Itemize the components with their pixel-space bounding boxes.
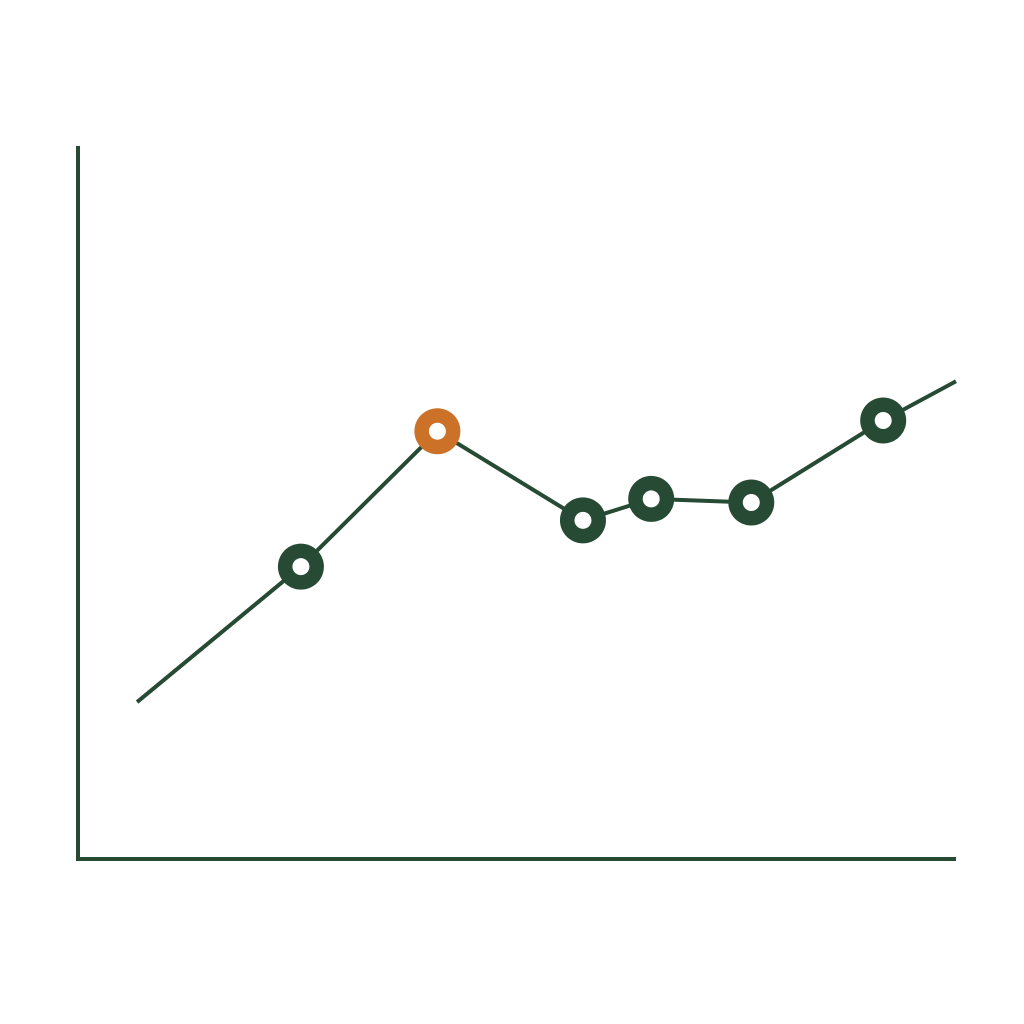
data-point-marker <box>860 397 907 444</box>
data-point-marker <box>628 475 675 522</box>
data-point-marker <box>559 497 606 544</box>
series-line-0 <box>135 379 957 704</box>
data-point-marker <box>277 543 324 590</box>
series-layer <box>135 379 957 704</box>
highlighted-data-point <box>414 408 461 455</box>
marker-layer <box>277 397 907 590</box>
data-point-marker <box>728 479 775 526</box>
